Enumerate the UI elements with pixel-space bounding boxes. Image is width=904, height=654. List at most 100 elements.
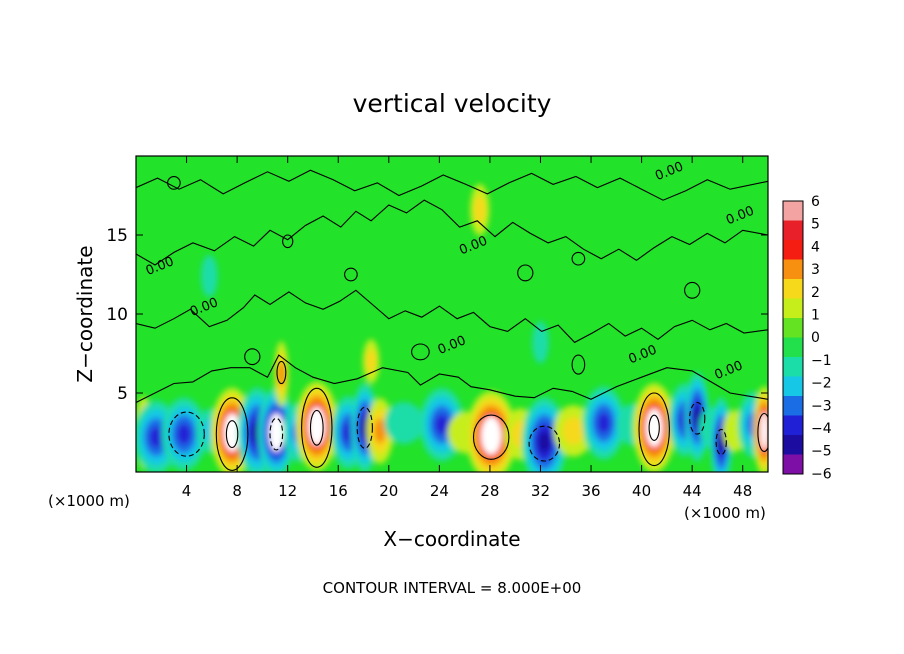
x-axis: 4 8 12 16 20 24 28 32 36 40 44 48 [182,156,752,500]
field-band [532,321,549,364]
closed-contour [215,397,249,471]
field-cell [257,387,295,472]
x-tick-label: 28 [480,482,499,500]
negative-contour [689,401,706,435]
closed-contour [517,264,534,282]
colorbar-swatch [783,259,803,279]
velocity-field [136,184,768,472]
field-cell [295,381,338,471]
colorbar-swatch [783,240,803,260]
x-axis-label: X−coordinate [383,527,520,551]
field-core [268,413,284,452]
colorbar-swatch [783,396,803,416]
field-band [277,361,286,387]
field-band [597,412,611,434]
closed-contour [757,412,768,453]
x-tick-label: 40 [632,482,651,500]
field-cell [362,339,380,384]
field-band [201,255,218,298]
colorbar-label: 2 [811,285,820,301]
field-band [562,417,585,445]
closed-contour [411,343,430,361]
closed-contour [225,420,239,449]
closed-contour [638,392,670,467]
closed-contour [167,176,181,190]
x-tick-label: 4 [182,482,192,500]
colorbar-swatch [783,279,803,299]
field-cell [532,321,549,364]
colorbar-swatch [783,415,803,435]
x-tick-label: 44 [683,482,702,500]
field-band [538,431,551,453]
colorbar: 6 5 4 3 2 1 0 −1 −2 −3 −4 −5 −6 [782,194,832,482]
field-cell [582,386,625,460]
negative-contour [528,425,561,462]
colorbar-label: 1 [811,308,820,324]
closed-contour [309,409,324,446]
colorbar-label: −3 [811,398,832,414]
field-band [474,195,486,224]
colorbar-swatch [783,376,803,396]
field-band [384,402,424,444]
negative-contour [715,428,727,456]
colorbar-label: 3 [811,262,820,278]
colorbar-swatch [783,337,803,357]
closed-contour [571,251,586,266]
field-cell [274,341,289,407]
colorbar-label: 4 [811,239,820,255]
colorbar-label: 0 [811,330,820,346]
field-core [760,411,768,451]
negative-contour [269,417,284,451]
y-tick-label: 15 [106,226,128,246]
x-tick-label: 20 [379,482,398,500]
field-cell [470,184,490,236]
field-band [717,431,725,453]
colorbar-frame [782,200,804,475]
closed-contour [344,267,358,282]
field-band [374,418,386,444]
x-unit-right: (×1000 m) [684,504,766,522]
colorbar-label: −6 [811,466,832,482]
contour-line [136,199,768,266]
contour-interval-note: CONTOUR INTERVAL = 8.000E+00 [323,579,582,597]
closed-contour [684,281,701,299]
colorbar-swatch [783,220,803,240]
y-axis-label: Z−coordinate [73,245,97,382]
field-cell [466,391,516,472]
field-core [481,416,502,455]
colorbar-label: −1 [811,353,832,369]
negative-contour [356,406,373,449]
negative-contour [168,411,205,457]
x-tick-label: 48 [733,482,752,500]
x-tick-label: 12 [278,482,297,500]
y-axis: 5 10 15 [106,226,768,404]
closed-contour [472,414,510,460]
colorbar-swatch [783,454,803,474]
colorbar-label: −5 [811,444,832,460]
colorbar-label: 5 [811,217,820,233]
closed-contour [282,234,294,249]
field-band [434,414,449,436]
colorbar-label: −4 [811,421,832,437]
x-unit-left: (×1000 m) [48,492,130,510]
closed-contour [244,348,261,366]
y-tick-label: 5 [117,384,128,404]
plot-area: 0.000.000.000.000.000.000.000.00 [135,155,769,473]
field-band [149,426,164,448]
field-cell [161,397,207,471]
field-band [176,423,192,445]
y-tick-label: 10 [106,305,128,325]
colorbar-swatch [783,435,803,455]
field-band [693,406,702,428]
contour-lines [136,169,768,471]
colorbar-swatch [783,318,803,338]
closed-contour [648,414,660,441]
field-cell [753,386,768,472]
field-cell [384,402,424,444]
contour-line [136,169,768,201]
colorbar-label: −2 [811,376,832,392]
colorbar-swatch [783,298,803,318]
x-tick-label: 36 [581,482,600,500]
closed-contour [276,360,287,385]
